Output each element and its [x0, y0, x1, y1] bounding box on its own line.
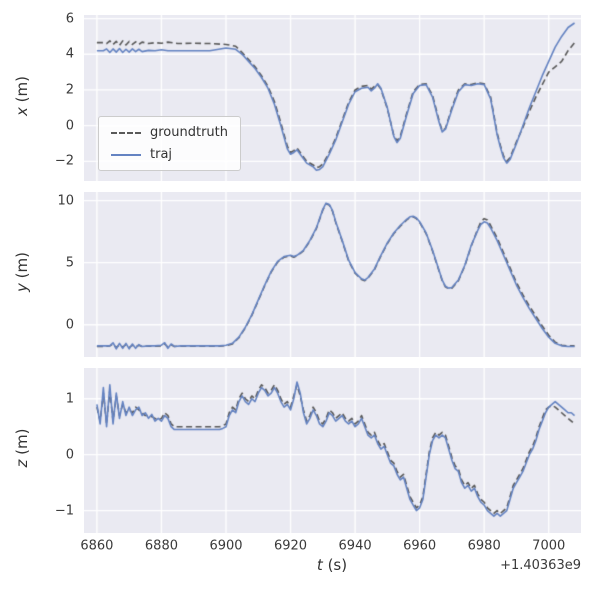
ytick-label: 0	[65, 118, 74, 134]
y-axis-label-x-unit: (m)	[13, 76, 31, 103]
plot-area-y	[84, 192, 581, 357]
xtick-label: 6900	[209, 538, 243, 554]
ytick-label: 0	[65, 447, 74, 463]
y-axis-label-x: x (m)	[13, 46, 31, 146]
ytick-label: −1	[54, 503, 74, 519]
xtick-label: 6920	[273, 538, 308, 554]
traj-line-sample	[111, 153, 141, 156]
ytick-label: 1	[65, 391, 74, 407]
plot-area-z	[84, 368, 581, 533]
ytick-label: 0	[65, 317, 74, 333]
y-axis-label-y: y (m)	[13, 222, 31, 322]
y-axis-label-z-var: z	[13, 459, 31, 468]
x-axis-offset-text: +1.40363e9	[500, 558, 581, 573]
legend-item-groundtruth: groundtruth	[111, 125, 228, 140]
y-axis-label-y-unit: (m)	[13, 252, 31, 279]
y-axis-label-y-var: y	[13, 283, 31, 292]
ytick-label: −2	[54, 153, 74, 169]
legend-label-traj: traj	[150, 147, 173, 162]
xtick-label: 6860	[80, 538, 114, 554]
y-axis-label-x-var: x	[13, 107, 31, 116]
xtick-label: 6880	[144, 538, 178, 554]
xtick-label: 6960	[403, 538, 437, 554]
xtick-label: 6980	[467, 538, 501, 554]
ytick-label: 10	[57, 193, 74, 209]
legend-label-groundtruth: groundtruth	[150, 125, 229, 140]
legend-item-traj: traj	[111, 147, 228, 162]
groundtruth-line-sample	[111, 131, 141, 134]
x-axis-label-var: t	[316, 556, 323, 574]
ytick-label: 4	[65, 46, 74, 62]
xtick-label: 6940	[338, 538, 372, 554]
x-axis-label: t (s)	[282, 556, 382, 574]
y-axis-label-z-unit: (m)	[13, 428, 31, 455]
xtick-label: 7000	[532, 538, 566, 554]
ytick-label: 6	[65, 11, 74, 27]
y-axis-label-z: z (m)	[13, 398, 31, 498]
ytick-label: 5	[65, 255, 74, 271]
x-axis-label-unit: (s)	[327, 556, 348, 574]
ytick-label: 2	[65, 82, 74, 98]
legend: groundtruth traj	[98, 116, 242, 171]
